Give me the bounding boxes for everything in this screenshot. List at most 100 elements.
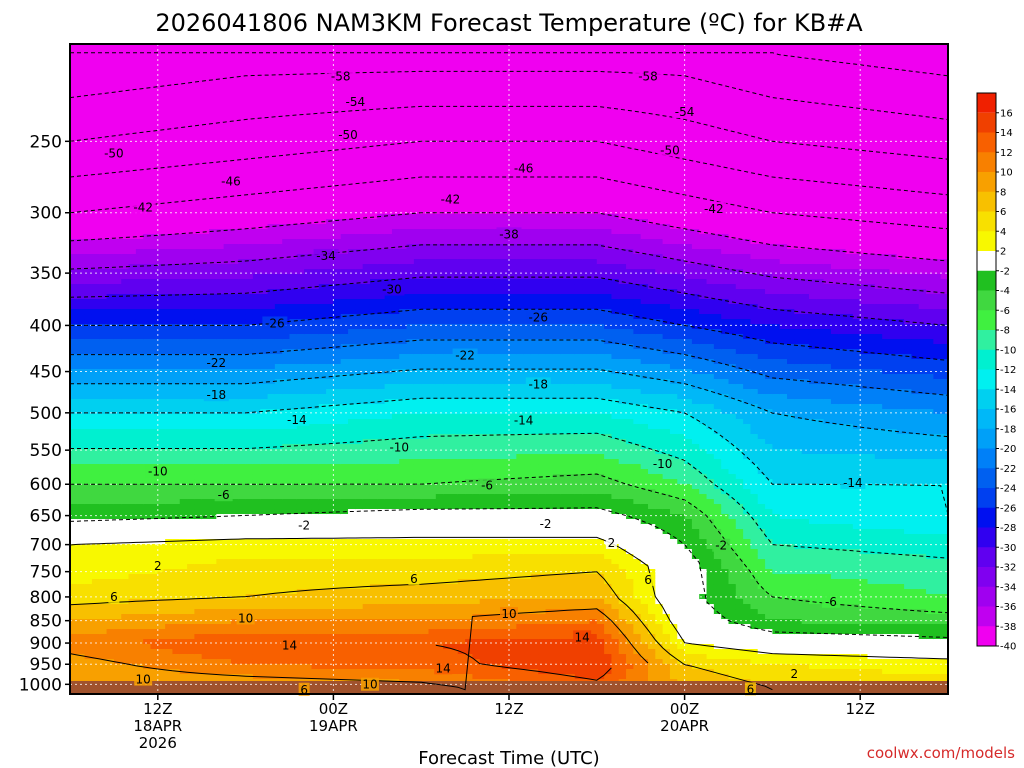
heat-cell xyxy=(157,614,166,620)
heat-cell xyxy=(340,609,349,615)
heat-cell xyxy=(340,114,349,120)
heat-cell xyxy=(113,569,122,575)
heat-cell xyxy=(135,124,144,130)
heat-cell xyxy=(216,104,225,110)
heat-cell xyxy=(245,154,254,160)
heat-cell xyxy=(113,319,122,325)
heat-cell xyxy=(201,609,210,615)
chart-title: 2026041806 NAM3KM Forecast Temperature (… xyxy=(155,9,863,37)
heat-cell xyxy=(296,274,305,280)
heat-cell xyxy=(311,204,320,210)
heat-cell xyxy=(106,114,115,120)
heat-cell xyxy=(121,389,130,395)
heat-cell xyxy=(128,144,137,150)
heat-cell xyxy=(348,169,356,175)
heat-cell xyxy=(230,669,239,675)
heat-cell xyxy=(135,129,144,135)
heat-cell xyxy=(267,219,276,225)
heat-cell xyxy=(150,144,159,150)
heat-cell xyxy=(318,324,327,330)
heat-cell xyxy=(150,69,159,75)
heat-cell xyxy=(274,544,283,550)
heat-cell xyxy=(179,409,188,415)
heat-cell xyxy=(296,584,305,590)
heat-cell xyxy=(150,659,159,665)
heat-cell xyxy=(209,64,217,70)
heat-cell xyxy=(121,559,130,565)
heat-cell xyxy=(296,294,305,300)
heat-cell xyxy=(150,664,159,670)
heat-cell xyxy=(77,259,86,265)
heat-cell xyxy=(84,224,93,230)
heat-cell xyxy=(121,584,130,590)
heat-cell xyxy=(91,484,100,490)
heat-cell xyxy=(333,59,342,65)
heat-cell xyxy=(172,294,181,300)
heat-cell xyxy=(252,654,261,660)
heat-cell xyxy=(296,399,305,405)
heat-cell xyxy=(289,359,298,365)
heat-cell xyxy=(267,599,276,605)
heat-cell xyxy=(340,299,349,305)
heat-cell xyxy=(274,204,283,210)
heat-cell xyxy=(296,134,305,140)
heat-cell xyxy=(245,264,254,270)
heat-cell xyxy=(135,189,144,195)
heat-cell xyxy=(150,179,159,185)
heat-cell xyxy=(179,84,188,90)
heat-cell xyxy=(77,509,86,515)
heat-cell xyxy=(99,359,108,365)
heat-cell xyxy=(84,169,93,175)
heat-cell xyxy=(245,64,254,70)
heat-cell xyxy=(135,524,144,530)
heat-cell xyxy=(84,209,93,215)
heat-cell xyxy=(157,384,166,390)
heat-cell xyxy=(267,644,276,650)
heat-cell xyxy=(289,364,298,370)
heat-cell xyxy=(333,369,342,375)
heat-cell xyxy=(121,454,130,460)
heat-cell xyxy=(121,659,130,665)
heat-cell xyxy=(340,494,349,500)
heat-cell xyxy=(187,154,195,160)
heat-cell xyxy=(194,624,203,630)
heat-cell xyxy=(165,314,174,320)
heat-cell xyxy=(230,279,239,285)
heat-cell xyxy=(282,299,291,305)
heat-cell xyxy=(260,414,269,420)
heat-cell xyxy=(106,329,115,335)
heat-cell xyxy=(223,369,232,375)
heat-cell xyxy=(216,659,225,665)
heat-cell xyxy=(252,414,261,420)
heat-cell xyxy=(128,229,137,235)
heat-cell xyxy=(289,594,298,600)
heat-cell xyxy=(106,449,115,455)
heat-cell xyxy=(267,664,276,670)
heat-cell xyxy=(252,579,261,585)
heat-cell xyxy=(230,519,239,525)
heat-cell xyxy=(296,559,305,565)
heat-cell xyxy=(135,59,144,65)
heat-cell xyxy=(121,284,130,290)
heat-cell xyxy=(333,549,342,555)
heat-cell xyxy=(296,144,305,150)
heat-cell xyxy=(84,374,93,380)
heat-cell xyxy=(282,294,291,300)
heat-cell xyxy=(216,119,225,125)
heat-cell xyxy=(260,589,269,595)
heat-cell xyxy=(326,549,334,555)
heat-cell xyxy=(143,44,152,50)
heat-cell xyxy=(238,209,247,215)
heat-cell xyxy=(326,529,334,535)
heat-cell xyxy=(209,134,217,140)
heat-cell xyxy=(274,249,283,255)
heat-cell xyxy=(230,379,239,385)
heat-cell xyxy=(274,269,283,275)
heat-cell xyxy=(340,424,349,430)
heat-cell xyxy=(311,314,320,320)
heat-cell xyxy=(289,519,298,525)
heat-cell xyxy=(113,374,122,380)
heat-cell xyxy=(318,424,327,430)
heat-cell xyxy=(340,319,349,325)
